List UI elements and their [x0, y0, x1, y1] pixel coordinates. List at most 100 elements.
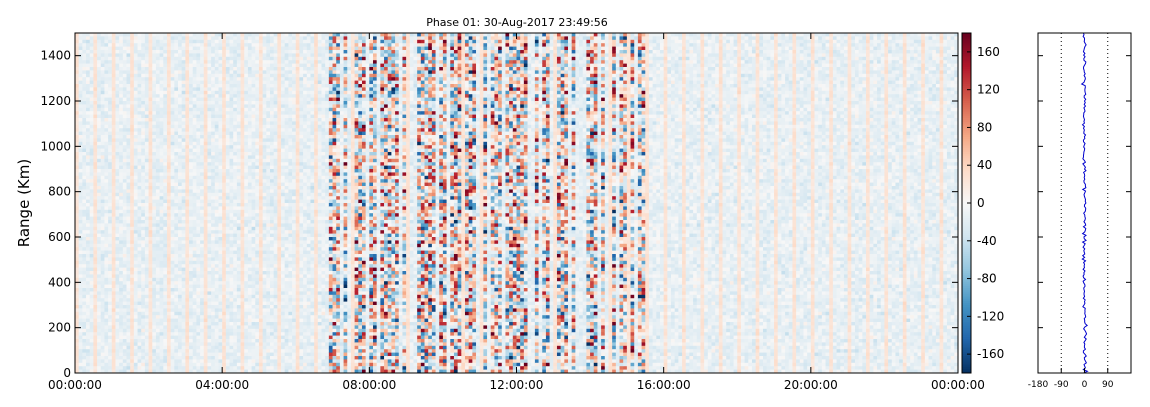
- heatmap-cell: [241, 84, 245, 88]
- heatmap-cell: [115, 67, 119, 71]
- heatmap-cell: [108, 359, 112, 363]
- heatmap-cell: [160, 288, 164, 292]
- heatmap-cell: [233, 346, 237, 350]
- heatmap-cell: [75, 40, 79, 44]
- heatmap-cell: [138, 319, 142, 323]
- heatmap-cell: [230, 47, 234, 51]
- heatmap-cell: [160, 108, 164, 112]
- heatmap-cell: [211, 166, 215, 170]
- heatmap-cell: [82, 166, 86, 170]
- heatmap-cell: [86, 315, 90, 319]
- heatmap-cell: [233, 240, 237, 244]
- heatmap-cell: [101, 84, 105, 88]
- heatmap-cell: [207, 349, 211, 353]
- heatmap-cell: [230, 230, 234, 234]
- heatmap-cell: [112, 332, 116, 336]
- heatmap-cell: [160, 366, 164, 370]
- heatmap-cell: [90, 172, 94, 176]
- heatmap-cell: [193, 200, 197, 204]
- heatmap-cell: [127, 152, 131, 156]
- heatmap-cell: [248, 152, 252, 156]
- heatmap-cell: [167, 60, 171, 64]
- heatmap-cell: [248, 339, 252, 343]
- heatmap-cell: [226, 251, 230, 255]
- heatmap-cell: [226, 125, 230, 129]
- heatmap-cell: [196, 342, 200, 346]
- heatmap-cell: [115, 172, 119, 176]
- heatmap-cell: [90, 91, 94, 95]
- heatmap-cell: [127, 125, 131, 129]
- heatmap-cell: [101, 271, 105, 275]
- heatmap-cell: [207, 176, 211, 180]
- heatmap-cell: [119, 169, 123, 173]
- heatmap-cell: [218, 91, 222, 95]
- heatmap-cell: [160, 223, 164, 227]
- heatmap-cell: [189, 298, 193, 302]
- heatmap-cell: [244, 359, 248, 363]
- heatmap-cell: [145, 81, 149, 85]
- heatmap-cell: [252, 43, 256, 47]
- heatmap-cell: [123, 132, 127, 136]
- heatmap-cell: [138, 346, 142, 350]
- heatmap-cell: [156, 94, 160, 98]
- heatmap-cell: [215, 159, 219, 163]
- heatmap-cell: [104, 142, 108, 146]
- heatmap-cell: [115, 84, 119, 88]
- heatmap-cell: [167, 325, 171, 329]
- heatmap-cell: [82, 159, 86, 163]
- heatmap-cell: [196, 295, 200, 299]
- heatmap-cell: [215, 359, 219, 363]
- heatmap-cell: [204, 251, 208, 255]
- heatmap-cell: [196, 319, 200, 323]
- heatmap-cell: [119, 60, 123, 64]
- heatmap-cell: [211, 172, 215, 176]
- heatmap-cell: [230, 43, 234, 47]
- heatmap-cell: [123, 217, 127, 221]
- heatmap-cell: [112, 172, 116, 176]
- heatmap-cell: [152, 159, 156, 163]
- heatmap-cell: [204, 101, 208, 105]
- heatmap-cell: [196, 47, 200, 51]
- heatmap-cell: [123, 281, 127, 285]
- heatmap-cell: [218, 298, 222, 302]
- heatmap-cell: [218, 210, 222, 214]
- heatmap-cell: [123, 227, 127, 231]
- heatmap-cell: [112, 176, 116, 180]
- heatmap-cell: [149, 227, 153, 231]
- heatmap-cell: [141, 257, 145, 261]
- heatmap-cell: [222, 169, 226, 173]
- heatmap-cell: [127, 271, 131, 275]
- heatmap-cell: [90, 312, 94, 316]
- heatmap-cell: [82, 353, 86, 357]
- heatmap-cell: [178, 111, 182, 115]
- heatmap-cell: [163, 162, 167, 166]
- heatmap-cell: [218, 128, 222, 132]
- heatmap-cell: [152, 322, 156, 326]
- heatmap-cell: [241, 200, 245, 204]
- heatmap-cell: [119, 274, 123, 278]
- heatmap-cell: [185, 227, 189, 231]
- heatmap-cell: [156, 264, 160, 268]
- heatmap-cell: [230, 349, 234, 353]
- heatmap-cell: [115, 169, 119, 173]
- heatmap-cell: [93, 64, 97, 68]
- heatmap-cell: [230, 342, 234, 346]
- heatmap-cell: [163, 152, 167, 156]
- heatmap-cell: [79, 94, 83, 98]
- heatmap-cell: [86, 200, 90, 204]
- heatmap-cell: [222, 240, 226, 244]
- heatmap-cell: [237, 81, 241, 85]
- heatmap-cell: [160, 64, 164, 68]
- heatmap-cell: [79, 264, 83, 268]
- heatmap-cell: [252, 183, 256, 187]
- heatmap-cell: [207, 339, 211, 343]
- heatmap-cell: [237, 356, 241, 360]
- heatmap-cell: [160, 200, 164, 204]
- heatmap-cell: [127, 251, 131, 255]
- heatmap-cell: [97, 295, 101, 299]
- heatmap-cell: [93, 247, 97, 251]
- heatmap-cell: [108, 325, 112, 329]
- heatmap-cell: [149, 325, 153, 329]
- heatmap-cell: [163, 43, 167, 47]
- heatmap-cell: [82, 162, 86, 166]
